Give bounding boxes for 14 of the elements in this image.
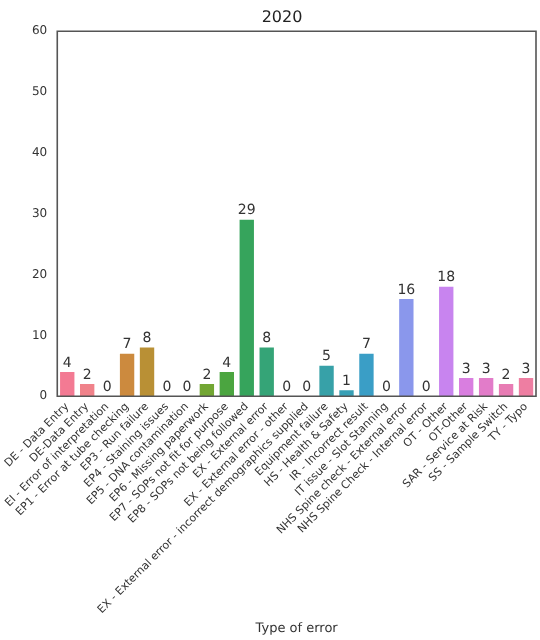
bar [219, 371, 234, 397]
bar [399, 298, 414, 397]
chart-title: 2020 [261, 7, 303, 26]
bar [259, 347, 274, 397]
bar [478, 378, 494, 397]
bar [518, 378, 534, 397]
bar [139, 347, 155, 397]
bar [119, 353, 135, 397]
bar [319, 365, 334, 397]
bar [459, 378, 474, 397]
bar [359, 353, 374, 397]
bar [239, 219, 254, 397]
bar [60, 371, 75, 397]
bar [439, 286, 454, 397]
